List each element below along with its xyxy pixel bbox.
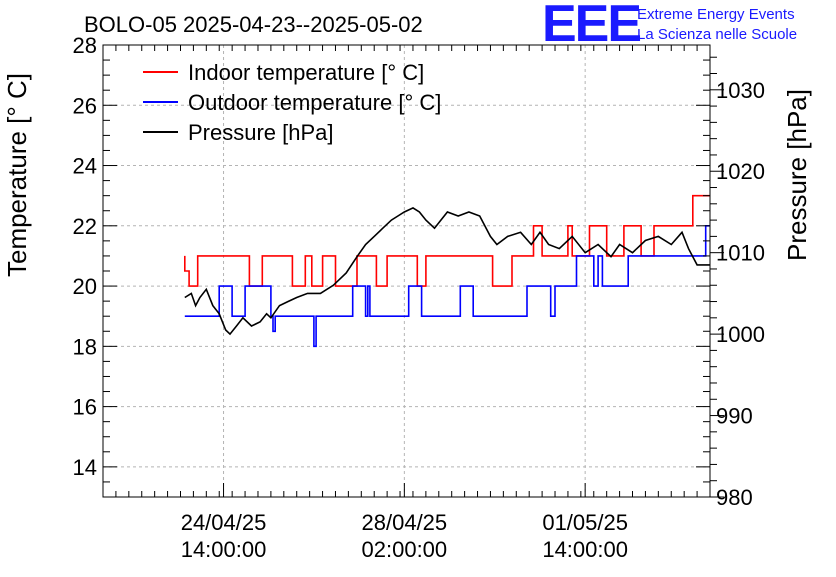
y-tick-label: 22 — [73, 214, 97, 239]
y2-tick-label: 1020 — [716, 159, 765, 184]
eee-logo: EEE Extreme Energy Events La Scienza nel… — [542, 0, 797, 53]
indoor-temperature-line — [184, 194, 710, 287]
y2-tick-label: 1000 — [716, 322, 765, 347]
y-tick-label: 20 — [73, 274, 97, 299]
x-tick-label-time: 14:00:00 — [181, 537, 267, 562]
legend: Indoor temperature [° C] Outdoor tempera… — [143, 60, 441, 145]
y2-tick-label: 1010 — [716, 241, 765, 266]
legend-label-outdoor: Outdoor temperature [° C] — [188, 90, 441, 115]
legend-label-pressure: Pressure [hPa] — [188, 120, 334, 145]
y2-tick-label: 1030 — [716, 78, 765, 103]
y-tick-label: 14 — [73, 455, 97, 480]
chart-title: BOLO-05 2025-04-23--2025-05-02 — [84, 12, 423, 37]
logo-line2: La Scienza nelle Scuole — [637, 26, 797, 43]
x-tick-label-date: 01/05/25 — [542, 510, 628, 535]
x-tick-label-time: 14:00:00 — [542, 537, 628, 562]
y2-tick-label: 980 — [716, 485, 753, 510]
logo-letters: EEE — [542, 0, 640, 53]
y-tick-label: 24 — [73, 154, 97, 179]
x-tick-label-date: 24/04/25 — [181, 510, 267, 535]
legend-label-indoor: Indoor temperature [° C] — [188, 60, 424, 85]
y-tick-label: 26 — [73, 93, 97, 118]
y2-axis-label: Pressure [hPa] — [782, 89, 812, 261]
y-axis-label: Temperature [° C] — [2, 73, 32, 277]
axis-layer: 14 16 18 20 22 24 26 28 980 990 1000 1010 1020 1030 24… — [73, 33, 765, 562]
x-tick-label-date: 28/04/25 — [362, 510, 448, 535]
y-tick-label: 28 — [73, 33, 97, 58]
series-layer — [184, 194, 710, 348]
logo-line1: Extreme Energy Events — [637, 6, 795, 23]
y-tick-label: 16 — [73, 395, 97, 420]
y-tick-label: 18 — [73, 334, 97, 359]
pressure-line — [184, 206, 710, 336]
y2-tick-label: 990 — [716, 404, 753, 429]
x-tick-label-time: 02:00:00 — [362, 537, 448, 562]
